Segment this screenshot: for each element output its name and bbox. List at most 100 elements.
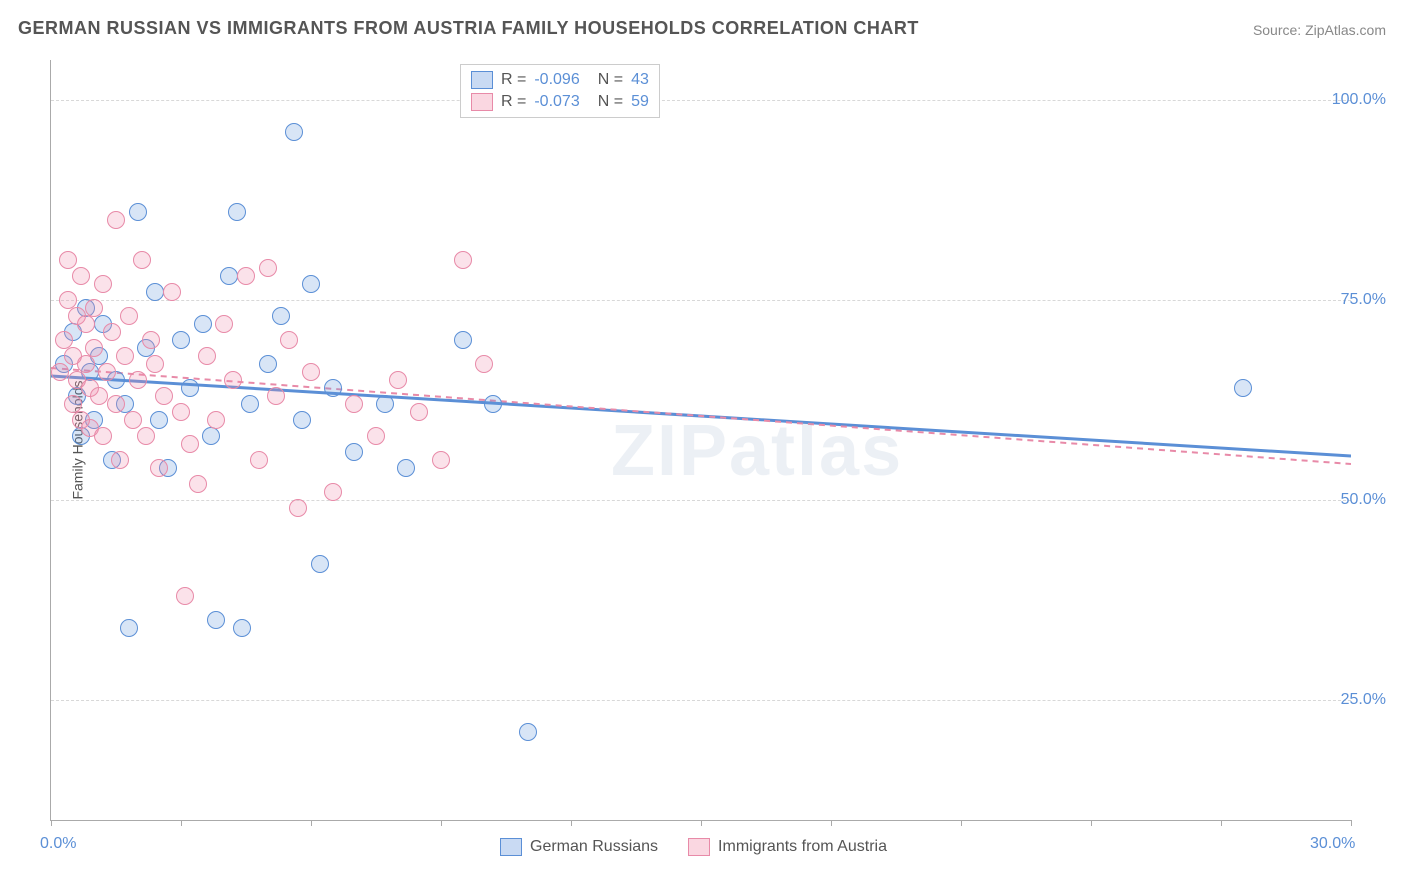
scatter-point	[137, 427, 155, 445]
x-tick	[961, 820, 962, 826]
scatter-point	[202, 427, 220, 445]
swatch-blue-icon	[500, 838, 522, 856]
scatter-point	[176, 587, 194, 605]
scatter-point	[207, 611, 225, 629]
scatter-point	[376, 395, 394, 413]
legend-label-blue: German Russians	[530, 838, 658, 856]
scatter-point	[198, 347, 216, 365]
scatter-point	[454, 251, 472, 269]
scatter-point	[432, 451, 450, 469]
scatter-point	[220, 267, 238, 285]
stat-n-pink: 59	[631, 91, 649, 113]
scatter-point	[120, 307, 138, 325]
stat-r-label: R =	[501, 69, 526, 91]
scatter-point	[111, 451, 129, 469]
x-tick	[51, 820, 52, 826]
scatter-point	[280, 331, 298, 349]
stat-n-label: N =	[598, 69, 623, 91]
x-axis-label-right: 30.0%	[1310, 835, 1355, 853]
scatter-point	[345, 395, 363, 413]
scatter-point	[51, 363, 69, 381]
gridline	[51, 700, 1351, 701]
chart-title: GERMAN RUSSIAN VS IMMIGRANTS FROM AUSTRI…	[18, 18, 919, 39]
scatter-point	[289, 499, 307, 517]
y-tick-label: 25.0%	[1341, 691, 1386, 709]
scatter-point	[85, 299, 103, 317]
scatter-point	[241, 395, 259, 413]
legend-item-pink: Immigrants from Austria	[688, 838, 887, 856]
x-tick	[311, 820, 312, 826]
scatter-point	[519, 723, 537, 741]
scatter-point	[163, 283, 181, 301]
x-tick	[1221, 820, 1222, 826]
scatter-point	[85, 339, 103, 357]
scatter-point	[345, 443, 363, 461]
scatter-point	[454, 331, 472, 349]
gridline	[51, 300, 1351, 301]
source-label: Source: ZipAtlas.com	[1253, 22, 1386, 38]
scatter-point	[77, 355, 95, 373]
gridline	[51, 500, 1351, 501]
swatch-blue-icon	[471, 71, 493, 89]
scatter-point	[90, 387, 108, 405]
scatter-point	[107, 211, 125, 229]
stats-box: R = -0.096 N = 43 R = -0.073 N = 59	[460, 64, 660, 118]
scatter-point	[1234, 379, 1252, 397]
scatter-point	[98, 363, 116, 381]
scatter-point	[155, 387, 173, 405]
scatter-point	[133, 251, 151, 269]
scatter-point	[293, 411, 311, 429]
y-tick-label: 100.0%	[1332, 91, 1386, 109]
scatter-point	[228, 203, 246, 221]
scatter-point	[324, 379, 342, 397]
scatter-point	[194, 315, 212, 333]
scatter-point	[237, 267, 255, 285]
legend-label-pink: Immigrants from Austria	[718, 838, 887, 856]
scatter-point	[233, 619, 251, 637]
scatter-point	[146, 355, 164, 373]
scatter-point	[215, 315, 233, 333]
scatter-point	[259, 259, 277, 277]
scatter-point	[250, 451, 268, 469]
stat-r-blue: -0.096	[534, 69, 579, 91]
regression-line	[51, 376, 1351, 456]
watermark-atlas: atlas	[729, 411, 903, 491]
scatter-point	[129, 371, 147, 389]
plot-area: ZIPatlas	[50, 60, 1351, 821]
scatter-point	[129, 203, 147, 221]
y-tick-label: 50.0%	[1341, 491, 1386, 509]
scatter-point	[324, 483, 342, 501]
scatter-point	[103, 323, 121, 341]
scatter-point	[142, 331, 160, 349]
scatter-point	[172, 331, 190, 349]
scatter-point	[150, 411, 168, 429]
x-tick	[701, 820, 702, 826]
scatter-point	[120, 619, 138, 637]
scatter-point	[410, 403, 428, 421]
x-axis-label-left: 0.0%	[40, 835, 76, 853]
regression-overlay	[51, 60, 1351, 820]
scatter-point	[116, 347, 134, 365]
watermark: ZIPatlas	[611, 410, 903, 492]
scatter-point	[181, 379, 199, 397]
stat-n-label: N =	[598, 91, 623, 113]
scatter-point	[124, 411, 142, 429]
scatter-point	[94, 275, 112, 293]
scatter-point	[285, 123, 303, 141]
stats-row-blue: R = -0.096 N = 43	[471, 69, 649, 91]
scatter-point	[311, 555, 329, 573]
scatter-point	[146, 283, 164, 301]
stat-r-label: R =	[501, 91, 526, 113]
scatter-point	[181, 435, 199, 453]
x-tick	[831, 820, 832, 826]
scatter-point	[189, 475, 207, 493]
x-tick	[441, 820, 442, 826]
watermark-zip: ZIP	[611, 411, 729, 491]
scatter-point	[475, 355, 493, 373]
gridline	[51, 100, 1351, 101]
x-tick	[571, 820, 572, 826]
scatter-point	[367, 427, 385, 445]
stats-row-pink: R = -0.073 N = 59	[471, 91, 649, 113]
scatter-point	[272, 307, 290, 325]
scatter-point	[224, 371, 242, 389]
